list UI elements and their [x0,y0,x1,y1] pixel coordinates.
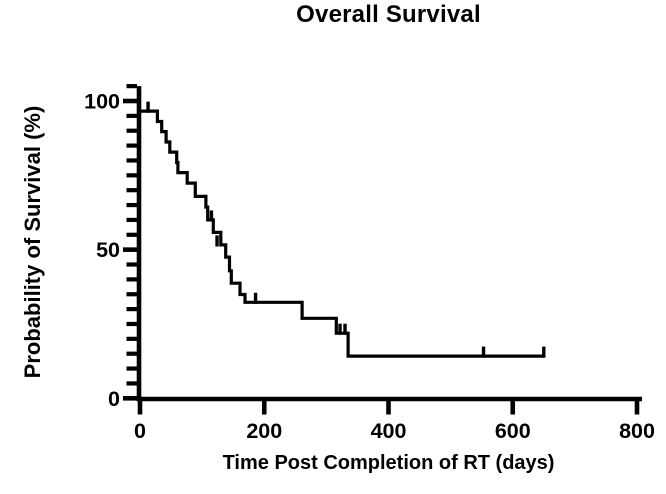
chart-title: Overall Survival [296,1,481,28]
x-tick-label: 800 [619,419,655,443]
x-axis-title: Time Post Completion of RT (days) [222,452,555,474]
y-tick-label: 100 [84,90,120,114]
y-tick-label: 0 [108,387,120,411]
x-tick-label: 0 [134,419,146,443]
x-tick-label: 600 [495,419,531,443]
x-tick-label: 400 [371,419,407,443]
y-tick-label: 50 [96,238,120,262]
survival-curve [140,109,544,358]
x-tick-label: 200 [246,419,282,443]
